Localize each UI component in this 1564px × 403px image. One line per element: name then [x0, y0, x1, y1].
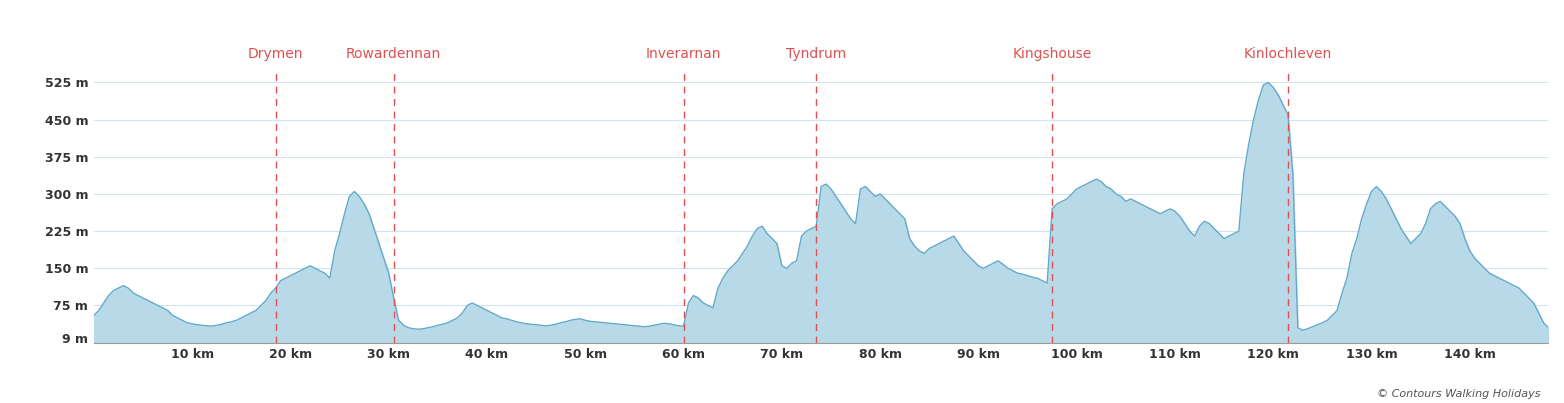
Text: © Contours Walking Holidays: © Contours Walking Holidays: [1376, 389, 1541, 399]
Text: Kinlochleven: Kinlochleven: [1243, 48, 1333, 61]
Text: Kingshouse: Kingshouse: [1012, 48, 1092, 61]
Text: Drymen: Drymen: [249, 48, 303, 61]
Text: Tyndrum: Tyndrum: [787, 48, 846, 61]
Text: Inverarnan: Inverarnan: [646, 48, 721, 61]
Text: Rowardennan: Rowardennan: [346, 48, 441, 61]
